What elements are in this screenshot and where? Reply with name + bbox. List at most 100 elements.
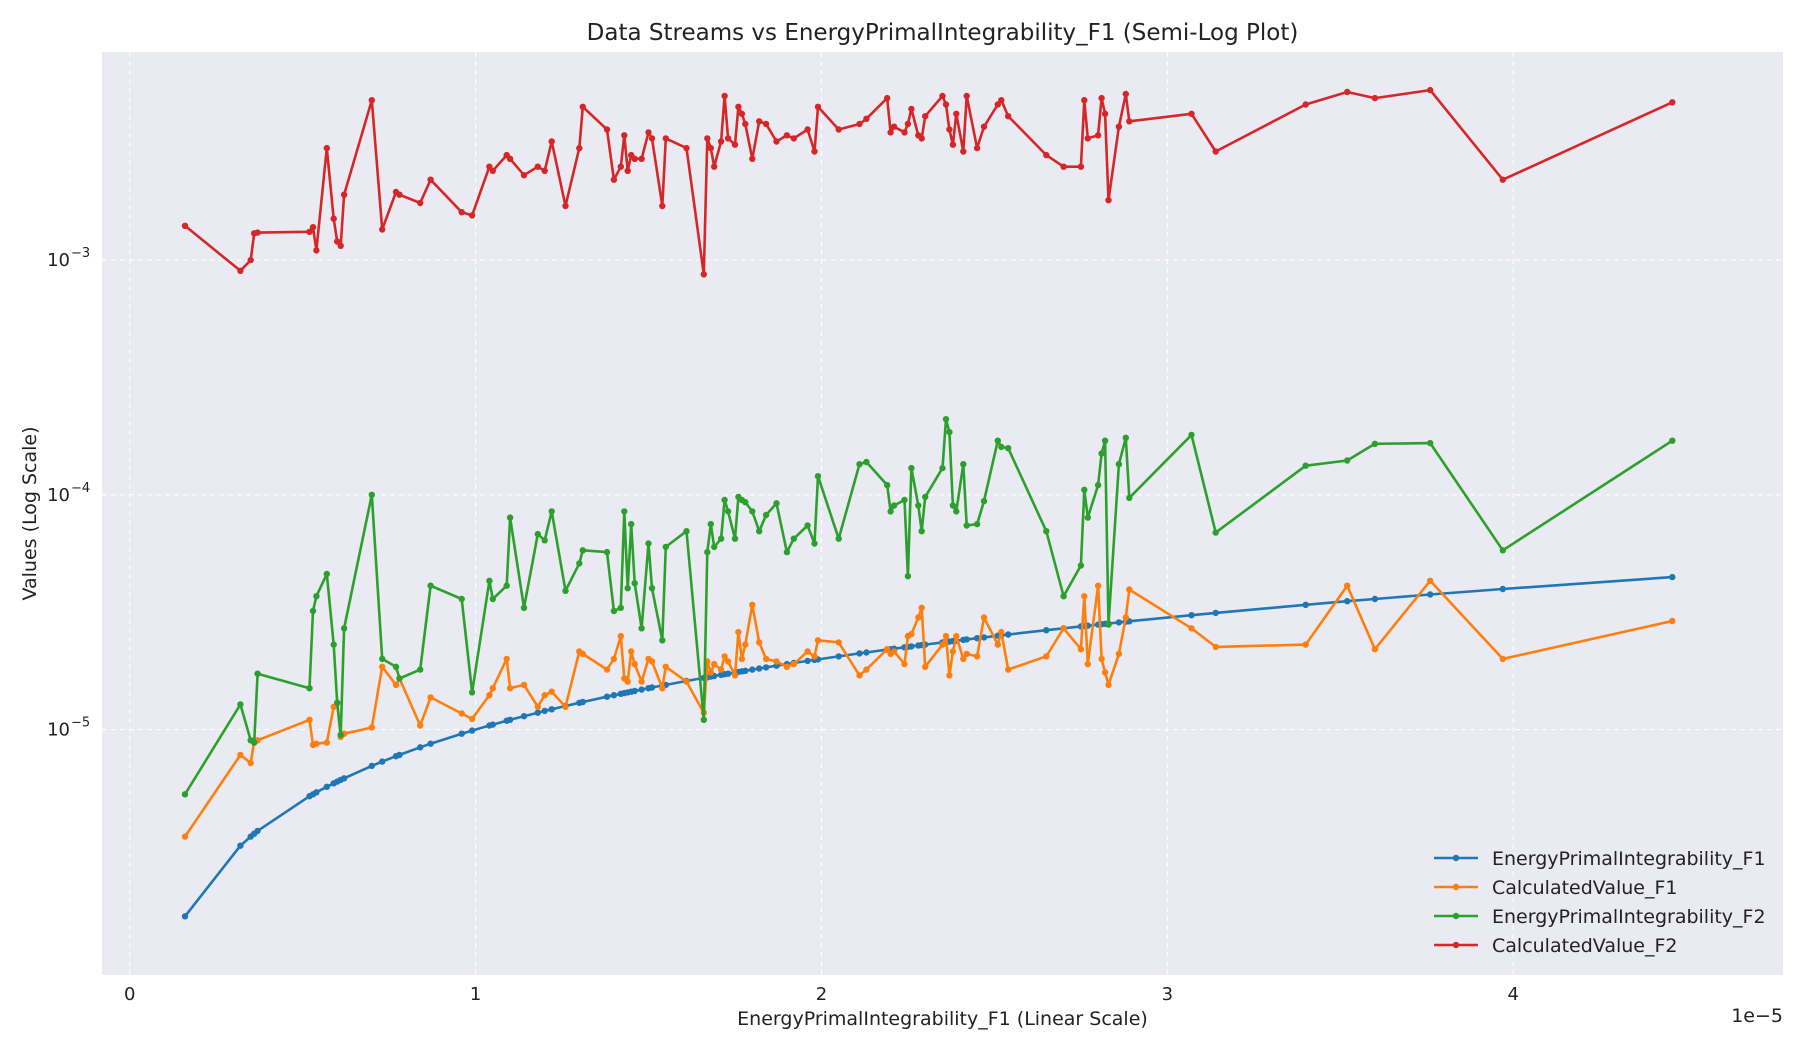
data-point — [918, 135, 925, 142]
data-point — [1302, 641, 1309, 648]
data-point — [631, 687, 638, 695]
data-point — [1212, 529, 1219, 536]
data-point — [890, 123, 898, 130]
data-point — [939, 641, 946, 648]
data-point — [790, 660, 797, 668]
data-point — [1188, 110, 1195, 118]
legend-item: CalculatedValue_F2 — [1434, 935, 1678, 957]
data-point — [323, 144, 330, 152]
data-point — [1094, 481, 1102, 489]
data-point — [960, 148, 967, 155]
data-point — [645, 129, 652, 136]
data-point — [427, 740, 434, 747]
data-point — [541, 707, 548, 715]
data-point — [379, 663, 386, 670]
data-point — [603, 693, 611, 700]
data-point — [783, 663, 791, 670]
data-point — [340, 775, 348, 782]
data-point — [1122, 614, 1130, 621]
data-point — [237, 842, 244, 849]
data-point — [980, 614, 988, 621]
data-point — [417, 199, 424, 207]
data-point — [1084, 660, 1092, 668]
data-point — [724, 508, 732, 515]
data-point — [835, 653, 842, 660]
data-point — [783, 132, 791, 139]
data-point — [994, 641, 1001, 648]
data-point — [756, 639, 763, 646]
legend-label: CalculatedValue_F1 — [1492, 877, 1678, 899]
y-tick-label: 10 −5 — [47, 716, 90, 741]
data-point — [942, 101, 950, 108]
data-point — [762, 511, 770, 519]
data-point — [949, 141, 957, 148]
data-point — [610, 655, 618, 663]
data-point — [562, 202, 569, 210]
data-point — [534, 163, 541, 170]
data-point — [1043, 528, 1050, 535]
data-point — [541, 167, 548, 174]
data-point — [963, 522, 970, 529]
data-point — [610, 607, 618, 615]
legend-swatch-marker — [1452, 854, 1460, 862]
data-point — [548, 706, 555, 713]
data-point — [506, 685, 514, 692]
data-point — [814, 637, 822, 644]
data-point — [918, 604, 925, 611]
data-point — [392, 681, 400, 689]
data-point — [811, 148, 818, 155]
data-point — [417, 666, 424, 673]
data-point — [700, 716, 707, 723]
data-point — [762, 655, 770, 663]
data-point — [340, 625, 348, 632]
data-point — [963, 650, 970, 658]
data-point — [1371, 646, 1379, 653]
data-point — [724, 670, 732, 677]
data-point — [251, 739, 258, 746]
x-tick-label: 2 — [816, 984, 827, 1005]
data-point — [742, 641, 749, 648]
data-point — [804, 522, 811, 529]
legend-swatch-marker — [1452, 912, 1460, 920]
data-point — [1098, 450, 1105, 457]
data-point — [1212, 148, 1219, 155]
data-point — [624, 678, 631, 685]
data-point — [648, 658, 656, 665]
data-point — [949, 502, 957, 509]
y-axis-ticks: 10−510−410−3 — [47, 246, 90, 740]
legend-label: CalculatedValue_F2 — [1492, 935, 1678, 957]
data-point — [313, 789, 320, 796]
data-point — [998, 97, 1005, 104]
data-point — [1427, 86, 1434, 94]
data-point — [884, 94, 891, 102]
data-point — [1098, 94, 1105, 102]
data-point — [994, 437, 1001, 444]
data-point — [562, 703, 569, 710]
data-point — [534, 530, 541, 538]
data-point — [520, 681, 528, 689]
data-point — [309, 607, 317, 615]
data-point — [254, 670, 261, 677]
data-point — [922, 663, 929, 670]
data-point — [576, 144, 583, 152]
data-point — [330, 641, 337, 648]
data-point — [1043, 653, 1050, 660]
data-point — [731, 535, 739, 542]
data-point — [506, 155, 514, 162]
data-point — [520, 713, 528, 720]
data-point — [1115, 619, 1123, 626]
data-point — [973, 635, 981, 642]
data-point — [811, 540, 818, 547]
data-point — [973, 653, 981, 660]
data-point — [939, 92, 946, 100]
data-point — [548, 508, 555, 515]
legend-swatch-marker — [1452, 883, 1460, 891]
x-tick-label: 0 — [124, 984, 135, 1005]
legend-item: EnergyPrimalIntegrability_F2 — [1434, 906, 1766, 928]
data-point — [638, 155, 645, 162]
data-point — [534, 703, 541, 710]
y-tick-base: 10 — [47, 720, 70, 741]
data-point — [863, 115, 870, 123]
